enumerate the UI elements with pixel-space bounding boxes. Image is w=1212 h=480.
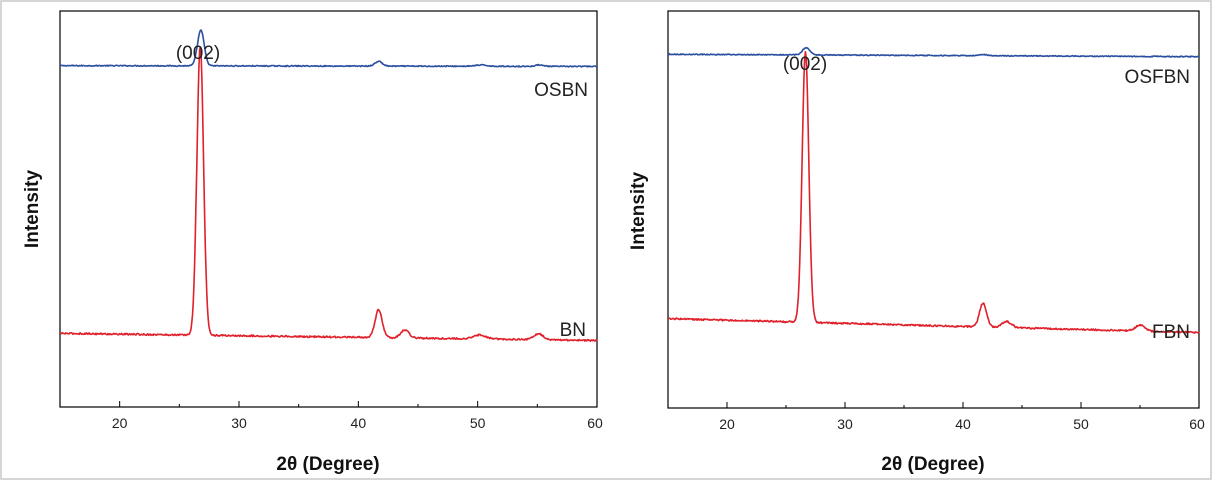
x-tick-label: 50 [470,415,486,431]
panel-right: 20 30 40 50 60 2θ (Degree) Intensity (002) O… [628,10,1205,475]
x-axis-title-right: 2θ (Degree) [881,454,984,475]
x-tick-label: 40 [351,415,367,431]
series-line-osbn [59,29,598,68]
panel-left: 20 30 40 50 60 2θ (Degree) Intensity (002) O… [22,10,603,475]
series-line-osfbn [667,46,1200,58]
series-line-bn [59,46,598,342]
y-axis-title-right: Intensity [628,172,649,251]
x-tick-label: 20 [112,415,128,431]
series-layer-left [59,29,598,342]
x-tick-label: 30 [231,415,247,431]
series-layer-right [667,46,1200,334]
x-tick-label: 30 [837,416,853,432]
y-axis-title-left: Intensity [22,170,43,249]
x-axis-left: 20 30 40 50 60 [59,401,603,431]
x-tick-label: 40 [955,416,971,432]
series-label-osfbn: OSFBN [1125,67,1190,88]
series-line-fbn [667,50,1200,334]
series-label-fbn: FBN [1152,322,1190,343]
x-axis-title-left: 2θ (Degree) [276,454,379,475]
series-label-bn: BN [560,320,586,341]
x-tick-label: 60 [587,415,603,431]
series-label-osbn: OSBN [534,80,588,101]
peak-annotation-left: (002) [176,43,220,64]
x-tick-label: 20 [719,416,735,432]
x-tick-label: 60 [1189,416,1205,432]
x-axis-right: 20 30 40 50 60 [667,402,1205,432]
peak-annotation-right: (002) [783,54,827,75]
plot-frame-left [59,10,598,408]
x-tick-label: 50 [1073,416,1089,432]
plot-frame-right [667,10,1200,409]
